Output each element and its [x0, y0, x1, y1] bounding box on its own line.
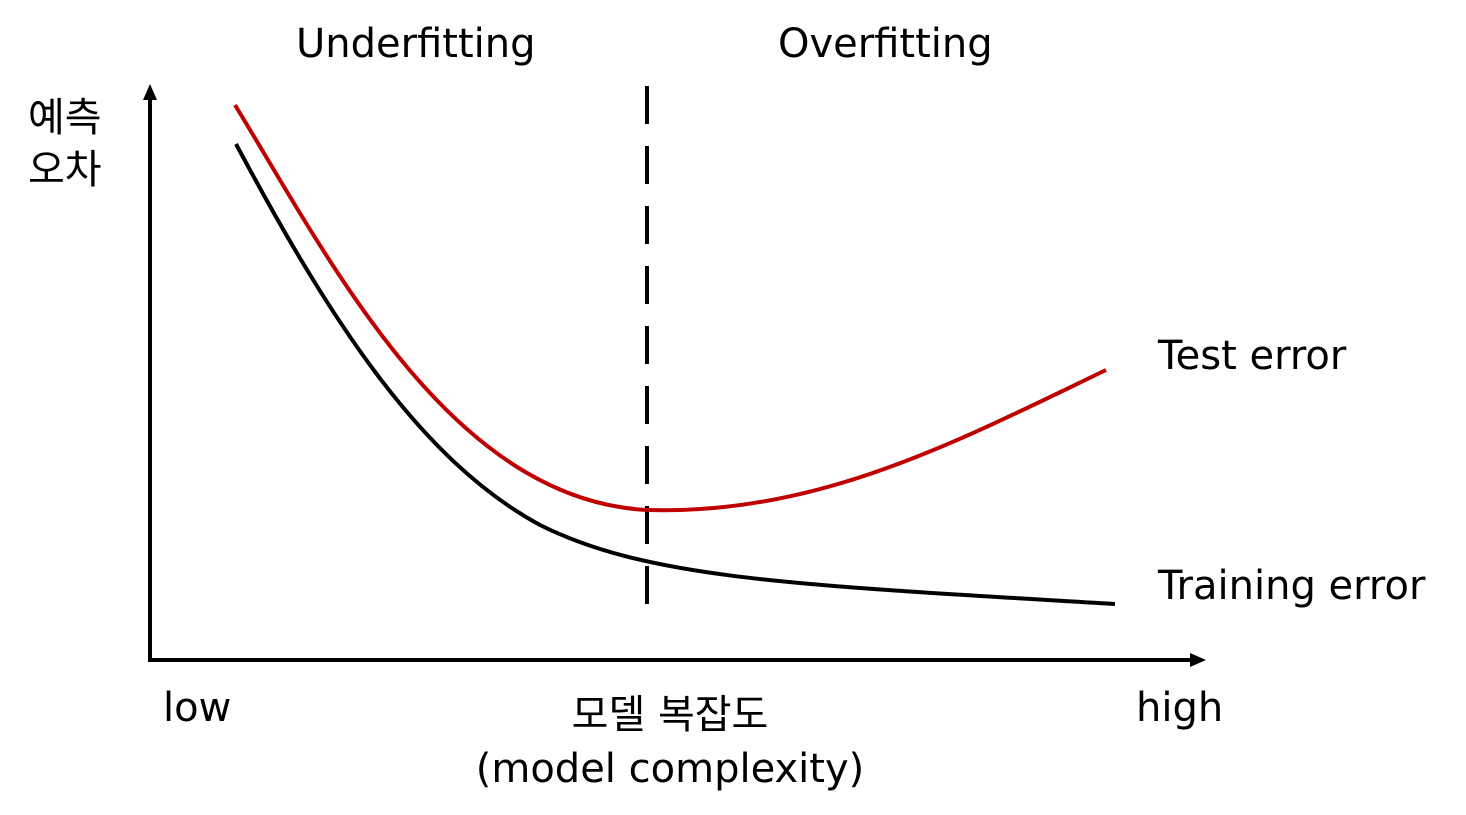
- test-error-label: Test error: [1158, 333, 1347, 379]
- x-axis-label-korean: 모델 복잡도: [571, 692, 769, 738]
- underfitting-label: Underfitting: [296, 21, 536, 67]
- x-axis-arrowhead: [1190, 653, 1206, 667]
- training-error-label: Training error: [1158, 563, 1426, 609]
- x-axis-high-label: high: [1136, 685, 1224, 731]
- x-axis-low-label: low: [163, 685, 232, 731]
- y-axis-label: 예측 오차: [28, 92, 102, 196]
- y-axis-arrowhead: [143, 84, 157, 100]
- x-axis-label-english: (model complexity): [475, 746, 865, 792]
- y-axis-label-line1: 예측: [28, 95, 102, 141]
- overfitting-label: Overfitting: [778, 21, 993, 67]
- test-error-curve: [233, 103, 1107, 513]
- x-axis-label: 모델 복잡도 (model complexity): [0, 688, 1340, 796]
- y-axis-label-line2: 오차: [28, 147, 102, 193]
- training-error-curve: [234, 143, 1116, 606]
